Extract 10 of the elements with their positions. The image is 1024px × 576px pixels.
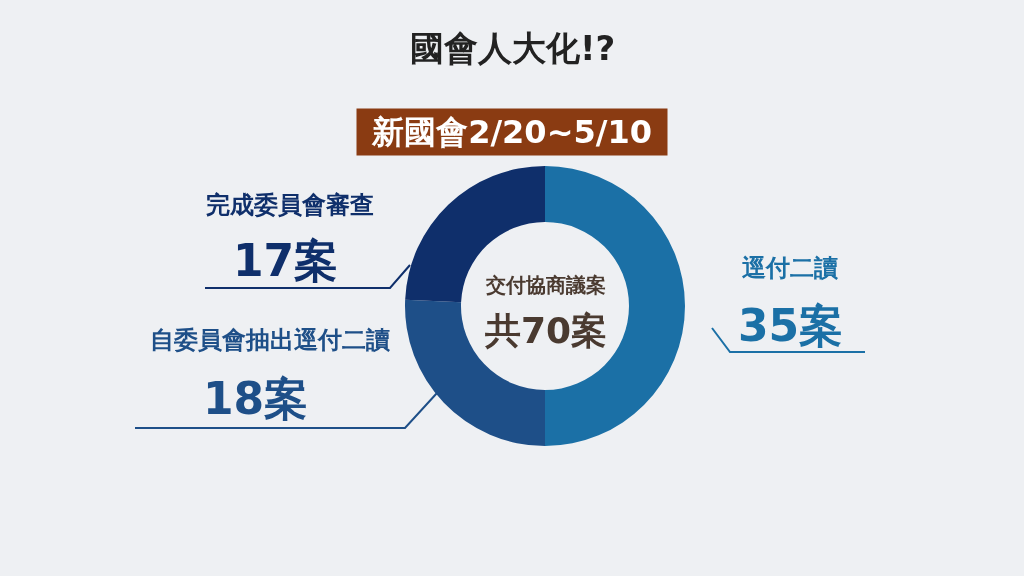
slice-label: 完成委員會審查 bbox=[206, 191, 374, 219]
data-label: 17案 bbox=[233, 235, 339, 286]
slice-label: 自委員會抽出逕付二讀 bbox=[150, 326, 390, 354]
slice-label: 逕付二讀 bbox=[742, 254, 838, 282]
chart-title: 國會人大化!? bbox=[410, 28, 616, 68]
data-label: 18案 bbox=[203, 373, 309, 424]
text: 交付協商議案 bbox=[485, 273, 606, 297]
chart-subtitle: 新國會2/20~5/10 bbox=[361, 113, 664, 151]
data-label: 35案 bbox=[738, 300, 844, 351]
text: 共70案 bbox=[484, 310, 608, 351]
